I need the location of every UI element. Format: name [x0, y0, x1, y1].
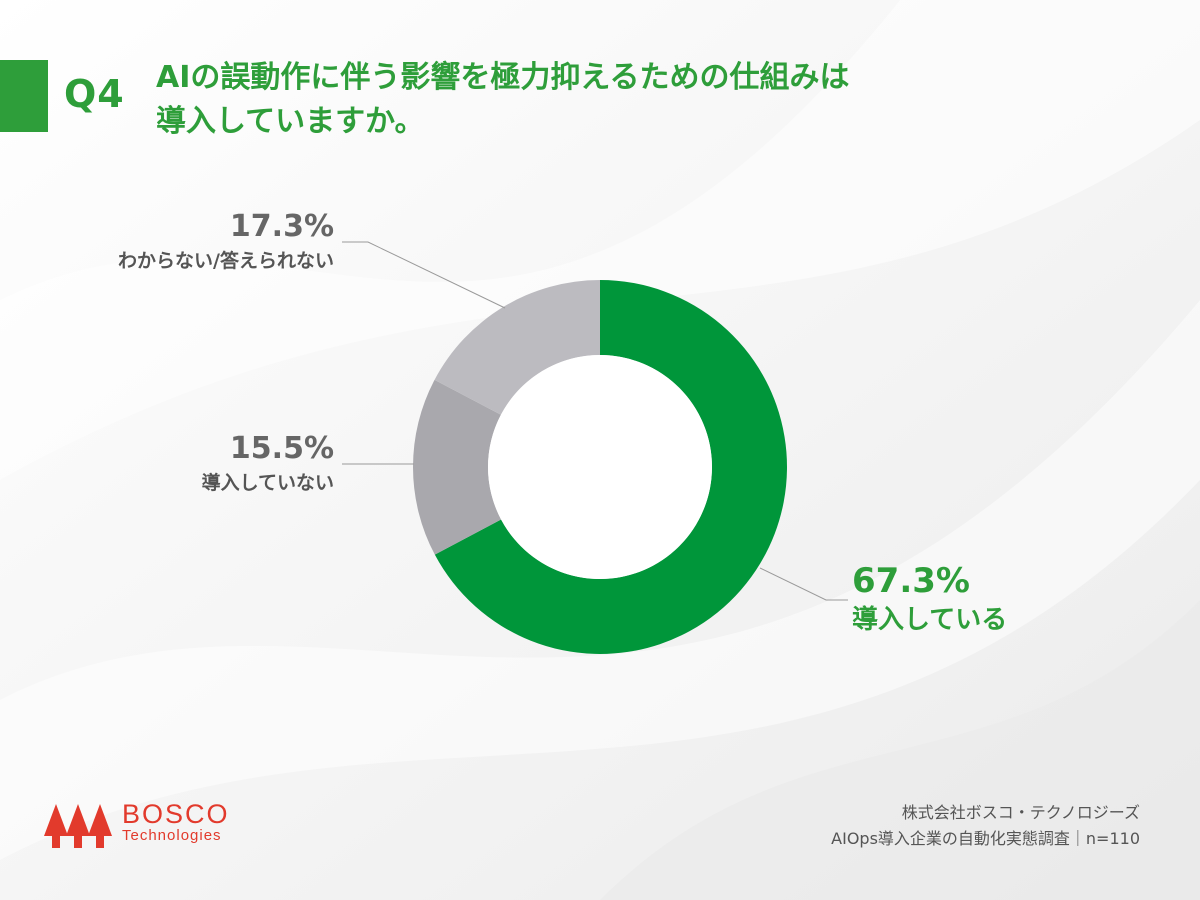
donut-slice-implemented [434, 280, 788, 655]
question-accent-bar [0, 60, 48, 132]
leader-line-unknown [342, 241, 506, 309]
slice-category-implemented: 導入している [852, 605, 1008, 635]
slice-percent-unknown: 17.3% [229, 209, 334, 244]
slice-percent-implemented: 67.3% [852, 561, 970, 601]
brand-name: BOSCO [122, 799, 230, 829]
donut-hole [488, 355, 712, 579]
question-number: Q4 [64, 72, 125, 116]
slice-label-not-implemented: 15.5% 導入していない [202, 432, 334, 496]
slice-label-unknown: 17.3% わからない/答えられない [118, 210, 334, 274]
slice-percent-not-implemented: 15.5% [229, 431, 334, 466]
donut-slice-unknown [434, 280, 600, 415]
slice-category-not-implemented: 導入していない [201, 472, 334, 494]
brand-subtitle: Technologies [122, 827, 222, 844]
leader-line-implemented [759, 567, 848, 601]
title-line-2: 導入していますか。 [156, 104, 425, 139]
donut-slice-not-implemented [413, 379, 502, 555]
bosco-logo-icon [44, 804, 112, 848]
source-note: 株式会社ボスコ・テクノロジーズ AIOps導入企業の自動化実態調査｜n=110 [831, 800, 1140, 852]
title-line-1: AIの誤動作に伴う影響を極力抑えるための仕組みは [156, 60, 850, 95]
page-title: AIの誤動作に伴う影響を極力抑えるための仕組みは 導入していますか。 [156, 56, 1156, 144]
source-company: 株式会社ボスコ・テクノロジーズ [901, 803, 1140, 822]
slice-category-unknown: わからない/答えられない [118, 250, 334, 272]
slice-label-implemented: 67.3% 導入している [852, 562, 1007, 636]
source-survey: AIOps導入企業の自動化実態調査｜n=110 [831, 829, 1140, 848]
